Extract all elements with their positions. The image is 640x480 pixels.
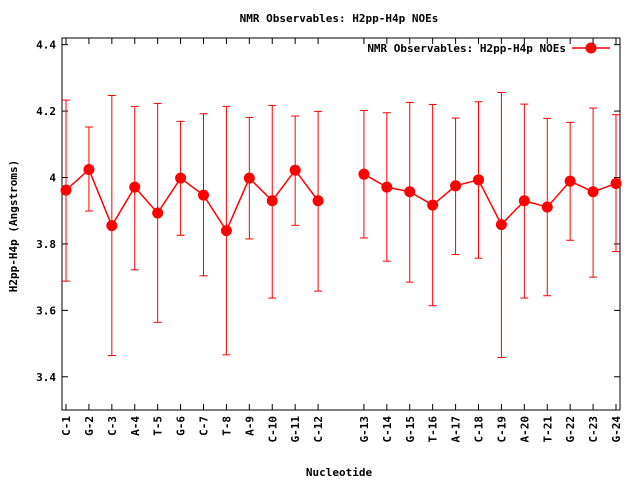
x-tick-label: G-2 xyxy=(83,416,96,436)
x-tick-label: A-4 xyxy=(129,416,142,436)
x-tick-label: G-11 xyxy=(289,416,302,443)
data-point xyxy=(60,184,72,196)
x-axis-label: Nucleotide xyxy=(306,466,373,479)
x-tick-label: C-1 xyxy=(60,416,73,436)
y-axis-label: H2pp-H4p (Angstroms) xyxy=(7,160,20,292)
x-tick-label: A-20 xyxy=(518,416,531,443)
data-point xyxy=(450,180,462,192)
legend-marker xyxy=(585,42,597,54)
data-point xyxy=(381,181,393,193)
x-tick-label: T-8 xyxy=(220,416,233,436)
y-tick-label: 3.8 xyxy=(36,238,56,251)
x-tick-label: G-24 xyxy=(610,416,623,443)
y-tick-label: 3.4 xyxy=(36,371,56,384)
series-line-segment xyxy=(65,168,319,233)
y-tick-label: 4.2 xyxy=(36,105,56,118)
data-point xyxy=(266,195,278,207)
data-series xyxy=(60,164,622,237)
data-point xyxy=(152,207,164,219)
data-point xyxy=(289,164,301,176)
data-point xyxy=(312,195,324,207)
plot-area-frame xyxy=(61,37,621,411)
data-point xyxy=(541,201,553,213)
data-point xyxy=(220,225,232,237)
data-point xyxy=(587,186,599,198)
data-point xyxy=(129,181,141,193)
legend: NMR Observables: H2pp-H4p NOEs xyxy=(367,42,610,55)
data-point xyxy=(175,172,187,184)
chart-title: NMR Observables: H2pp-H4p NOEs xyxy=(240,12,439,25)
y-tick-label: 4.4 xyxy=(36,39,56,52)
data-point xyxy=(564,175,576,187)
x-tick-label: C-18 xyxy=(473,416,486,443)
x-tick-label: C-12 xyxy=(312,416,325,443)
x-tick-label: A-9 xyxy=(243,416,256,436)
x-tick-label: G-22 xyxy=(564,416,577,443)
data-point xyxy=(610,177,622,189)
x-tick-label: A-17 xyxy=(450,416,463,443)
x-axis: C-1 G-2 C-3 A-4 T-5 G-6 C-7 T-8 A-9 C-10 G-11 C-12 G… xyxy=(60,38,623,443)
x-tick-label: C-3 xyxy=(106,416,119,436)
data-point xyxy=(427,199,439,211)
data-point xyxy=(106,220,118,232)
x-tick-label: C-23 xyxy=(587,416,600,443)
y-axis: 3.4 3.6 3.8 4 4.2 4.4 xyxy=(36,39,620,384)
x-tick-label: T-16 xyxy=(427,416,440,443)
data-point xyxy=(518,195,530,207)
x-tick-label: G-15 xyxy=(404,416,417,443)
series-line-segment xyxy=(363,173,617,226)
x-tick-label: T-21 xyxy=(541,416,554,443)
data-point xyxy=(198,189,209,201)
x-tick-label: T-5 xyxy=(152,416,165,436)
x-tick-label: G-6 xyxy=(175,416,188,436)
legend-label: NMR Observables: H2pp-H4p NOEs xyxy=(367,42,566,55)
x-tick-label: C-7 xyxy=(198,416,211,436)
data-point xyxy=(473,174,484,186)
x-tick-label: G-13 xyxy=(358,416,371,443)
y-tick-label: 3.6 xyxy=(36,304,56,317)
error-bars xyxy=(62,91,620,359)
y-tick-label: 4 xyxy=(49,172,56,185)
data-point xyxy=(243,172,255,184)
data-point xyxy=(495,219,507,231)
x-tick-label: C-19 xyxy=(495,416,508,443)
data-point xyxy=(404,186,416,198)
x-tick-label: C-14 xyxy=(381,416,394,443)
data-point xyxy=(358,168,370,180)
x-tick-label: C-10 xyxy=(266,416,279,443)
data-point xyxy=(83,164,95,176)
